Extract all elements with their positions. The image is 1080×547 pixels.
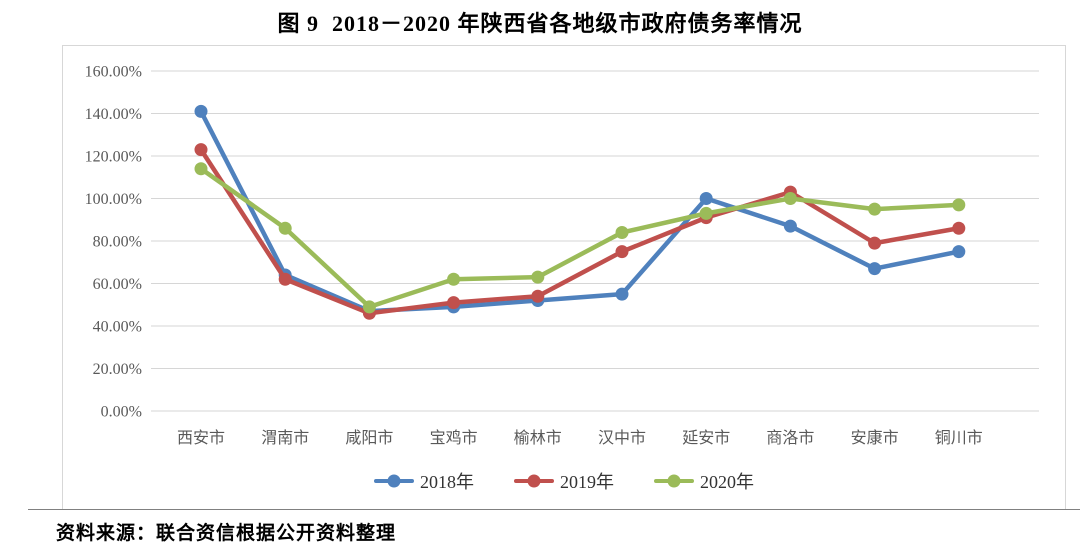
legend-item-2018年: 2018年 — [374, 468, 474, 494]
x-tick-label: 汉中市 — [598, 429, 646, 447]
data-point-2020年 — [362, 300, 376, 314]
x-tick-label: 咸阳市 — [345, 429, 393, 447]
y-tick-label: 140.00% — [85, 106, 142, 123]
legend-dot-icon — [667, 474, 681, 488]
y-tick-label: 160.00% — [85, 64, 142, 81]
legend-marker-icon — [374, 474, 414, 488]
x-tick-label: 西安市 — [177, 429, 225, 447]
data-point-2020年 — [699, 206, 713, 220]
legend-dot-icon — [387, 474, 401, 488]
line-chart: 0.00% 20.00% 40.00% 60.00% 80.00% 100.00% 120.… — [85, 64, 1039, 447]
x-tick-label: 安康市 — [851, 429, 899, 447]
data-point-2018年 — [952, 245, 966, 259]
data-point-2019年 — [194, 143, 208, 157]
data-point-2019年 — [952, 221, 966, 235]
data-point-2020年 — [194, 162, 208, 176]
chart-container: 0.00% 20.00% 40.00% 60.00% 80.00% 100.00% 120.… — [62, 45, 1066, 510]
series-line-2019年 — [198, 147, 962, 316]
data-point-2018年 — [194, 104, 208, 118]
data-point-2020年 — [447, 272, 461, 286]
legend-item-2019年: 2019年 — [514, 468, 614, 494]
y-tick-label: 120.00% — [85, 149, 142, 166]
data-point-2019年 — [615, 245, 629, 259]
legend-label: 2018年 — [420, 472, 474, 492]
data-point-2020年 — [615, 226, 629, 239]
horizontal-rule — [28, 509, 1080, 510]
data-point-2018年 — [783, 219, 797, 233]
y-tick-label: 40.00% — [93, 319, 142, 336]
series-line-2020年 — [198, 166, 962, 310]
data-point-2020年 — [531, 270, 545, 284]
x-tick-label: 榆林市 — [514, 429, 562, 447]
x-tick-label: 商洛市 — [766, 429, 814, 447]
x-tick-label: 铜川市 — [935, 429, 983, 447]
legend-marker-icon — [514, 474, 554, 488]
y-tick-label: 80.00% — [93, 234, 142, 251]
legend-label: 2019年 — [560, 472, 614, 492]
data-point-2019年 — [868, 236, 882, 250]
y-tick-label: 20.00% — [93, 361, 142, 378]
data-point-2020年 — [952, 198, 966, 212]
figure-title: 图 9 2018－2020 年陕西省各地级市政府债务率情况 — [277, 11, 803, 36]
y-tick-label: 100.00% — [85, 191, 142, 208]
data-point-2019年 — [447, 296, 461, 310]
data-point-2019年 — [531, 289, 545, 303]
data-point-2018年 — [868, 262, 882, 276]
x-tick-label: 延安市 — [682, 429, 730, 447]
legend-item-2020年: 2020年 — [654, 468, 754, 494]
x-tick-label: 宝鸡市 — [430, 429, 478, 447]
y-tick-label: 0.00% — [101, 404, 142, 421]
x-tick-label: 渭南市 — [261, 429, 309, 447]
data-point-2018年 — [615, 287, 629, 301]
data-point-2019年 — [278, 272, 292, 286]
legend-marker-icon — [654, 474, 694, 488]
data-point-2020年 — [868, 202, 882, 216]
series-line-2018年 — [198, 109, 962, 314]
source-note: 资料来源：联合资信根据公开资料整理 — [56, 523, 397, 544]
data-point-2020年 — [783, 192, 797, 205]
data-point-2018年 — [699, 192, 713, 205]
chart-legend: 2018年 2019年 2020年 — [63, 458, 1065, 504]
legend-dot-icon — [527, 474, 541, 488]
y-tick-label: 60.00% — [93, 276, 142, 293]
legend-label: 2020年 — [700, 472, 754, 492]
data-point-2020年 — [278, 221, 292, 235]
